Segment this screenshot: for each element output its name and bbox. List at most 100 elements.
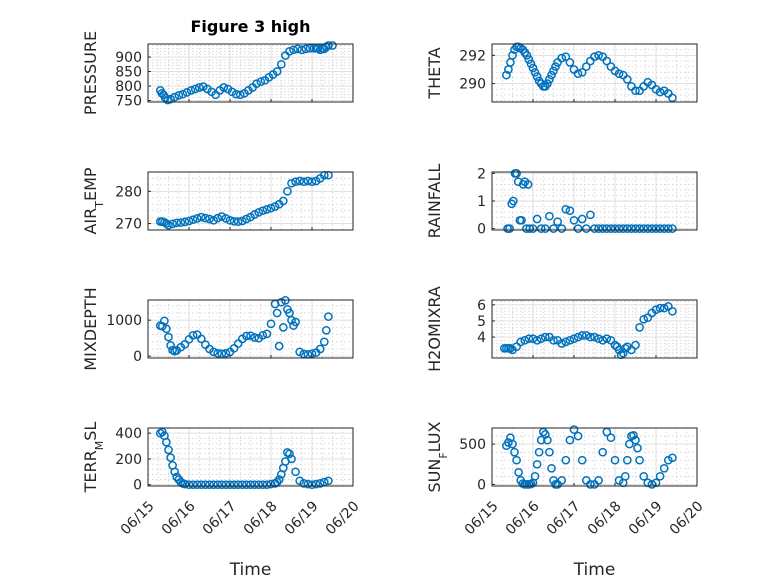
data-point [258,206,268,216]
data-point [536,224,546,233]
data-point [627,224,636,233]
data-point [176,218,186,227]
data-point [528,63,538,73]
y-tick-label: 2 [477,166,486,182]
data-point [510,447,519,457]
data-point [252,79,261,89]
data-point [184,480,194,490]
data-point [561,52,571,62]
data-point [217,349,227,359]
data-point [581,224,591,233]
data-point [231,89,241,99]
data-point [561,455,571,465]
data-point [166,94,175,104]
data-point [532,214,542,224]
data-point [659,303,669,313]
data-point [547,463,556,473]
data-point [622,75,632,84]
y-tick-label: 0 [133,478,142,494]
data-point [192,214,202,223]
data-point [549,335,558,345]
data-point [586,210,595,220]
data-point [631,86,640,96]
data-point [633,443,642,453]
data-point [291,317,300,327]
y-axis-label: PRESSURE [81,31,100,115]
data-point [258,330,268,340]
data-point [505,224,514,233]
y-axis-label: RAINFALL [425,164,444,239]
data-point [581,331,591,340]
data-point [305,43,315,53]
data-point [549,224,558,233]
data-point [237,480,247,490]
data-point [602,334,612,344]
y-axis-label: MIXDEPTH [81,287,100,370]
y-tick-label: 1 [477,194,486,210]
data-point [237,216,247,226]
y-axis-label: H2OMIXRA [425,286,444,372]
data-point [543,79,552,88]
data-point [614,69,624,79]
data-point [287,315,296,325]
data-point [254,480,264,490]
data-point [160,93,170,103]
data-point [508,439,517,449]
data-point [299,177,309,187]
data-point [573,431,583,441]
data-point [205,480,214,490]
data-point [620,343,630,353]
data-point [553,217,562,227]
data-point [315,479,325,488]
y-tick-label: 5 [477,314,486,330]
y-tick-label: 292 [459,48,486,64]
axes-frame [147,171,354,231]
data-point [324,476,333,486]
data-point [643,224,653,233]
data-point [543,435,552,445]
data-point [594,224,603,233]
axes-frame [147,299,354,359]
data-point [190,84,200,94]
data-point [536,334,546,344]
data-point [283,186,292,196]
data-point [209,347,218,357]
data-point [639,224,649,233]
data-point [547,70,556,80]
data-point [545,211,554,221]
axes-frame [491,299,698,359]
data-point [278,323,288,332]
y-axis-label: AIRTEMP [81,167,106,234]
data-point [561,337,571,347]
data-point [530,471,540,481]
data-point [551,62,560,71]
data-point [602,56,612,66]
data-point [166,341,175,350]
y-tick-label: 0 [477,222,486,238]
data-point [233,217,243,226]
data-point [540,224,550,233]
data-point [233,480,243,490]
subplot-terr-msl: 0 200 400 TERRMSL 06/15 06/16 06/17 06/18 06/19 0… [81,422,363,580]
x-tick-label: 06/20 [323,498,363,538]
data-point [524,55,534,64]
data-point [520,335,530,345]
data-point [295,176,305,186]
data-point [278,196,288,206]
x-tick-label: 06/19 [626,498,666,538]
data-point [221,348,231,358]
data-point [577,214,587,224]
data-point [266,203,276,213]
data-point [631,224,640,233]
data-point [655,471,665,481]
data-point [250,480,259,490]
data-point [295,347,305,357]
data-point [532,459,542,469]
data-point [289,45,298,55]
data-point [287,178,296,188]
data-point [235,90,245,100]
data-point [561,204,571,214]
data-point [622,455,632,465]
